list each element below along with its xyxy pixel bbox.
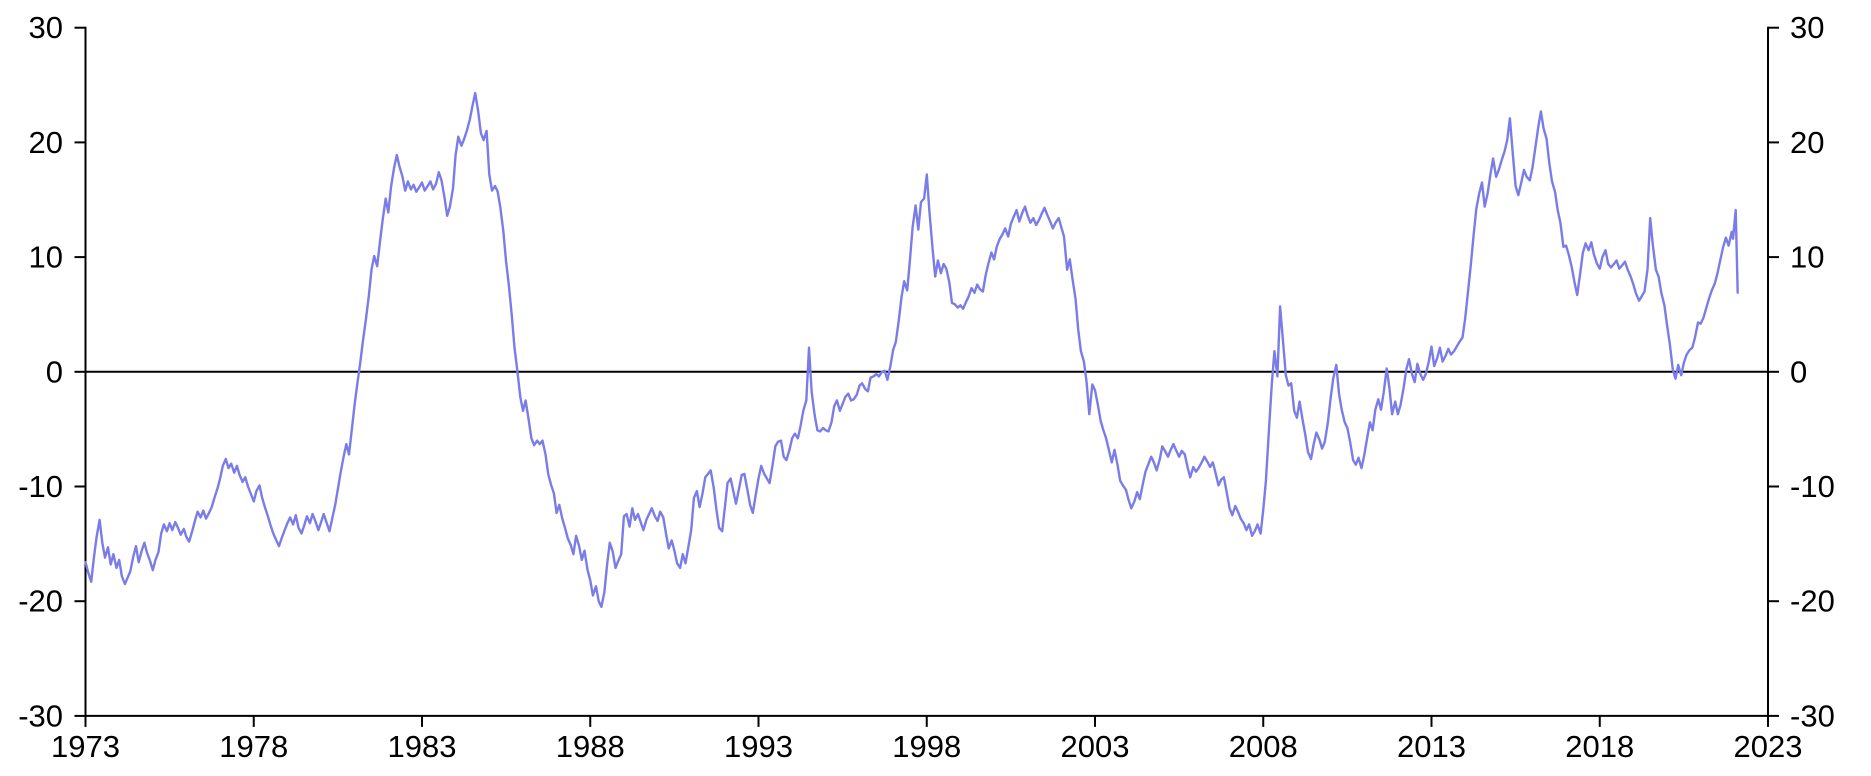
y-axis-label-left: 20 xyxy=(29,125,63,160)
y-axis-label-left: -10 xyxy=(18,469,63,504)
y-axis-label-right: -10 xyxy=(1790,469,1835,504)
x-axis-label: 2003 xyxy=(1061,729,1130,764)
axes-layer xyxy=(84,26,1769,717)
y-axis-label-left: 30 xyxy=(29,10,63,45)
y-axis-label-right: 10 xyxy=(1790,240,1824,275)
y-axis-label-left: -20 xyxy=(18,584,63,619)
x-axis-label: 2008 xyxy=(1229,729,1298,764)
y-axis-label-right: 30 xyxy=(1790,10,1824,45)
y-axis-label-left: -30 xyxy=(18,698,63,733)
x-axis-label: 1978 xyxy=(219,729,288,764)
x-axis-label: 1973 xyxy=(51,729,120,764)
x-axis-label: 1993 xyxy=(724,729,793,764)
y-axis-label-right: 0 xyxy=(1790,354,1807,389)
x-axis-label: 1983 xyxy=(388,729,457,764)
x-axis-label: 2013 xyxy=(1397,729,1466,764)
y-axis-label-left: 10 xyxy=(29,240,63,275)
y-axis-label-right: -20 xyxy=(1790,584,1835,619)
x-axis-label: 1988 xyxy=(556,729,625,764)
series-layer xyxy=(84,91,1739,609)
y-axis-label-right: -30 xyxy=(1790,698,1835,733)
x-axis-label: 2018 xyxy=(1565,729,1634,764)
x-axis-label: 2023 xyxy=(1734,729,1803,764)
y-axis-label-right: 20 xyxy=(1790,125,1824,160)
y-axis-label-left: 0 xyxy=(46,354,63,389)
ticks-layer xyxy=(74,26,1779,727)
x-axis-label: 1998 xyxy=(892,729,961,764)
series-line xyxy=(84,91,1739,609)
